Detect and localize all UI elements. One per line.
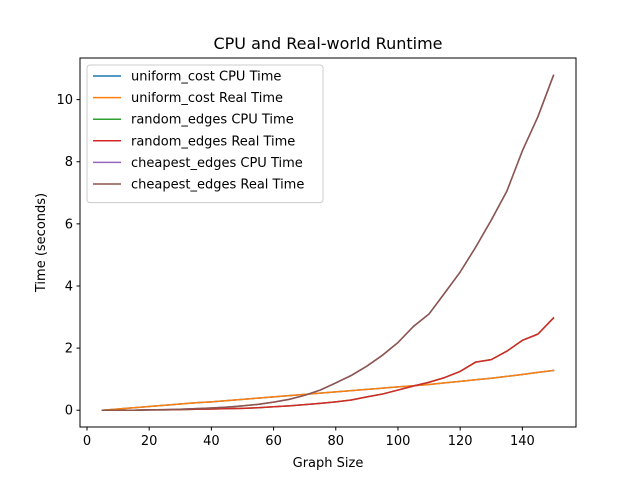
x-tick-label-7: 140	[510, 434, 535, 449]
y-tick-label-0: 0	[65, 404, 73, 419]
y-tick-label-5: 10	[56, 93, 73, 108]
legend-label-3: random_edges Real Time	[131, 134, 295, 149]
y-axis-ticks: 0 2 4 6 8 10	[56, 93, 80, 419]
legend-box	[86, 64, 324, 204]
y-tick-label-2: 4	[65, 279, 73, 294]
x-tick-label-6: 120	[448, 434, 473, 449]
legend-label-5: cheapest_edges Real Time	[131, 178, 304, 193]
x-tick-label-5: 100	[386, 434, 411, 449]
x-tick-label-2: 40	[203, 434, 220, 449]
series-lines	[101, 74, 555, 412]
x-tick-label-3: 60	[265, 434, 282, 449]
y-axis-label: Time (seconds)	[34, 193, 49, 293]
y-tick-label-1: 2	[65, 342, 73, 357]
x-tick-label-1: 20	[141, 434, 158, 449]
y-tick-label-3: 6	[65, 217, 73, 232]
legend: uniform_cost CPU Time uniform_cost Real T…	[86, 64, 324, 204]
legend-label-1: uniform_cost Real Time	[131, 91, 283, 106]
chart-title: CPU and Real-world Runtime	[213, 34, 442, 53]
x-tick-label-4: 80	[328, 434, 345, 449]
axes-frame	[79, 57, 577, 428]
legend-label-2: random_edges CPU Time	[131, 113, 294, 128]
legend-label-0: uniform_cost CPU Time	[131, 70, 281, 85]
y-tick-label-4: 8	[65, 155, 73, 170]
series-line-5	[101, 74, 555, 411]
x-axis-ticks: 0 20 40 60 80 100 120 140	[83, 427, 535, 449]
legend-label-4: cheapest_edges CPU Time	[131, 156, 303, 171]
series-line-1	[101, 369, 555, 412]
x-axis-label: Graph Size	[293, 456, 364, 471]
x-tick-label-0: 0	[83, 434, 91, 449]
